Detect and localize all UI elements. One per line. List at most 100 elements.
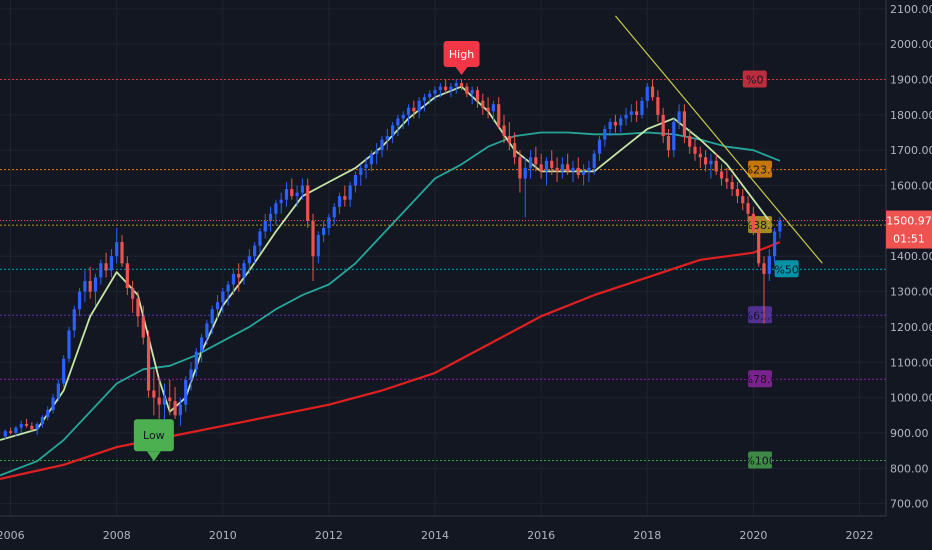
fib-label-box [748, 451, 773, 469]
candle [544, 157, 549, 186]
candle-body [544, 160, 549, 172]
fib-label-text: %23.6 [743, 164, 778, 177]
candle [523, 157, 527, 218]
low-marker-box [133, 419, 174, 452]
candle-body [327, 217, 331, 228]
candle-body [173, 401, 177, 416]
candle [406, 104, 411, 126]
candle-body [9, 431, 13, 433]
candle [316, 231, 320, 264]
candle [650, 79, 655, 101]
candle-body [226, 284, 230, 292]
candle [571, 160, 575, 183]
candle-body [730, 182, 734, 190]
candle [640, 97, 644, 119]
candle [88, 266, 92, 299]
candle-body [332, 206, 336, 218]
candle-body [741, 196, 745, 204]
fib-label-text: %0 [746, 74, 763, 87]
candle-body [131, 288, 135, 299]
candle-body [656, 97, 660, 115]
y-tick-label: 1800.00 [890, 109, 932, 122]
candle [348, 182, 352, 207]
candle [507, 121, 511, 151]
candle-body [518, 157, 522, 179]
candle-body [72, 309, 76, 331]
y-tick-label: 800.00 [890, 462, 929, 475]
candle [263, 213, 267, 239]
candle-body [99, 263, 103, 278]
candle [746, 196, 750, 221]
last-price-value: 1500.97 [886, 215, 932, 228]
candle-body [523, 167, 527, 179]
candle [757, 227, 761, 267]
candle-body [661, 114, 665, 137]
candle-body [152, 390, 156, 398]
fib-label-text: %50 [774, 263, 798, 276]
candle [337, 192, 342, 214]
candle-body [300, 185, 305, 193]
trendline-line[interactable] [614, 15, 823, 264]
x-tick-label: 2020 [739, 529, 767, 542]
trendline[interactable] [614, 15, 823, 264]
candle-body [735, 189, 740, 197]
fib-label-text: %100 [744, 455, 775, 468]
candle-body [672, 121, 676, 151]
candle [539, 153, 543, 179]
fib-label: %0 [742, 70, 767, 88]
candle-body [200, 337, 204, 352]
candle [364, 157, 368, 179]
candle-body [136, 298, 140, 317]
candle [698, 146, 702, 168]
low-marker-pointer [146, 451, 161, 462]
time-axis[interactable] [0, 516, 932, 550]
candle [247, 249, 251, 274]
candle [306, 178, 310, 228]
candle-body [396, 118, 400, 126]
candle [56, 379, 60, 402]
candle [72, 305, 76, 338]
candle-body [635, 111, 639, 115]
candle-body [120, 242, 124, 264]
price-axis[interactable] [886, 0, 932, 550]
candle [629, 104, 633, 122]
y-axis: 2100.00 2000.00 1900.00 1800.00 1700.00 1600.… [890, 3, 932, 511]
candle-body [481, 100, 485, 108]
candle-body [613, 121, 618, 126]
candle-body [19, 424, 23, 428]
candle [109, 249, 114, 278]
candle-body [454, 83, 458, 87]
candle [390, 121, 395, 144]
candle-body [237, 273, 241, 278]
candle-body [62, 358, 66, 384]
candle [385, 129, 389, 151]
candle [215, 295, 220, 320]
candle [168, 379, 172, 416]
candle [77, 288, 82, 317]
candle [152, 369, 156, 416]
candle-body [719, 171, 724, 179]
candle [327, 213, 331, 236]
candle-body [677, 111, 681, 122]
candle [162, 383, 167, 423]
candle [104, 252, 108, 278]
candle [14, 425, 18, 437]
candle [19, 420, 23, 433]
candle-body [417, 100, 421, 112]
candle [295, 185, 299, 207]
candle-body [459, 83, 464, 87]
candle-body [268, 213, 273, 221]
candle-body [364, 164, 368, 168]
candle-body [56, 383, 60, 398]
candle [709, 153, 713, 179]
candle-body [67, 330, 71, 359]
last-price-tag: 1500.97 01:51 [0, 210, 932, 249]
candle-body [412, 107, 416, 112]
candle [258, 227, 262, 253]
y-tick-label: 2000.00 [890, 38, 932, 51]
y-tick-label: 1600.00 [890, 180, 932, 193]
candle [725, 167, 729, 190]
candle-body [502, 125, 506, 137]
candle [322, 220, 326, 243]
